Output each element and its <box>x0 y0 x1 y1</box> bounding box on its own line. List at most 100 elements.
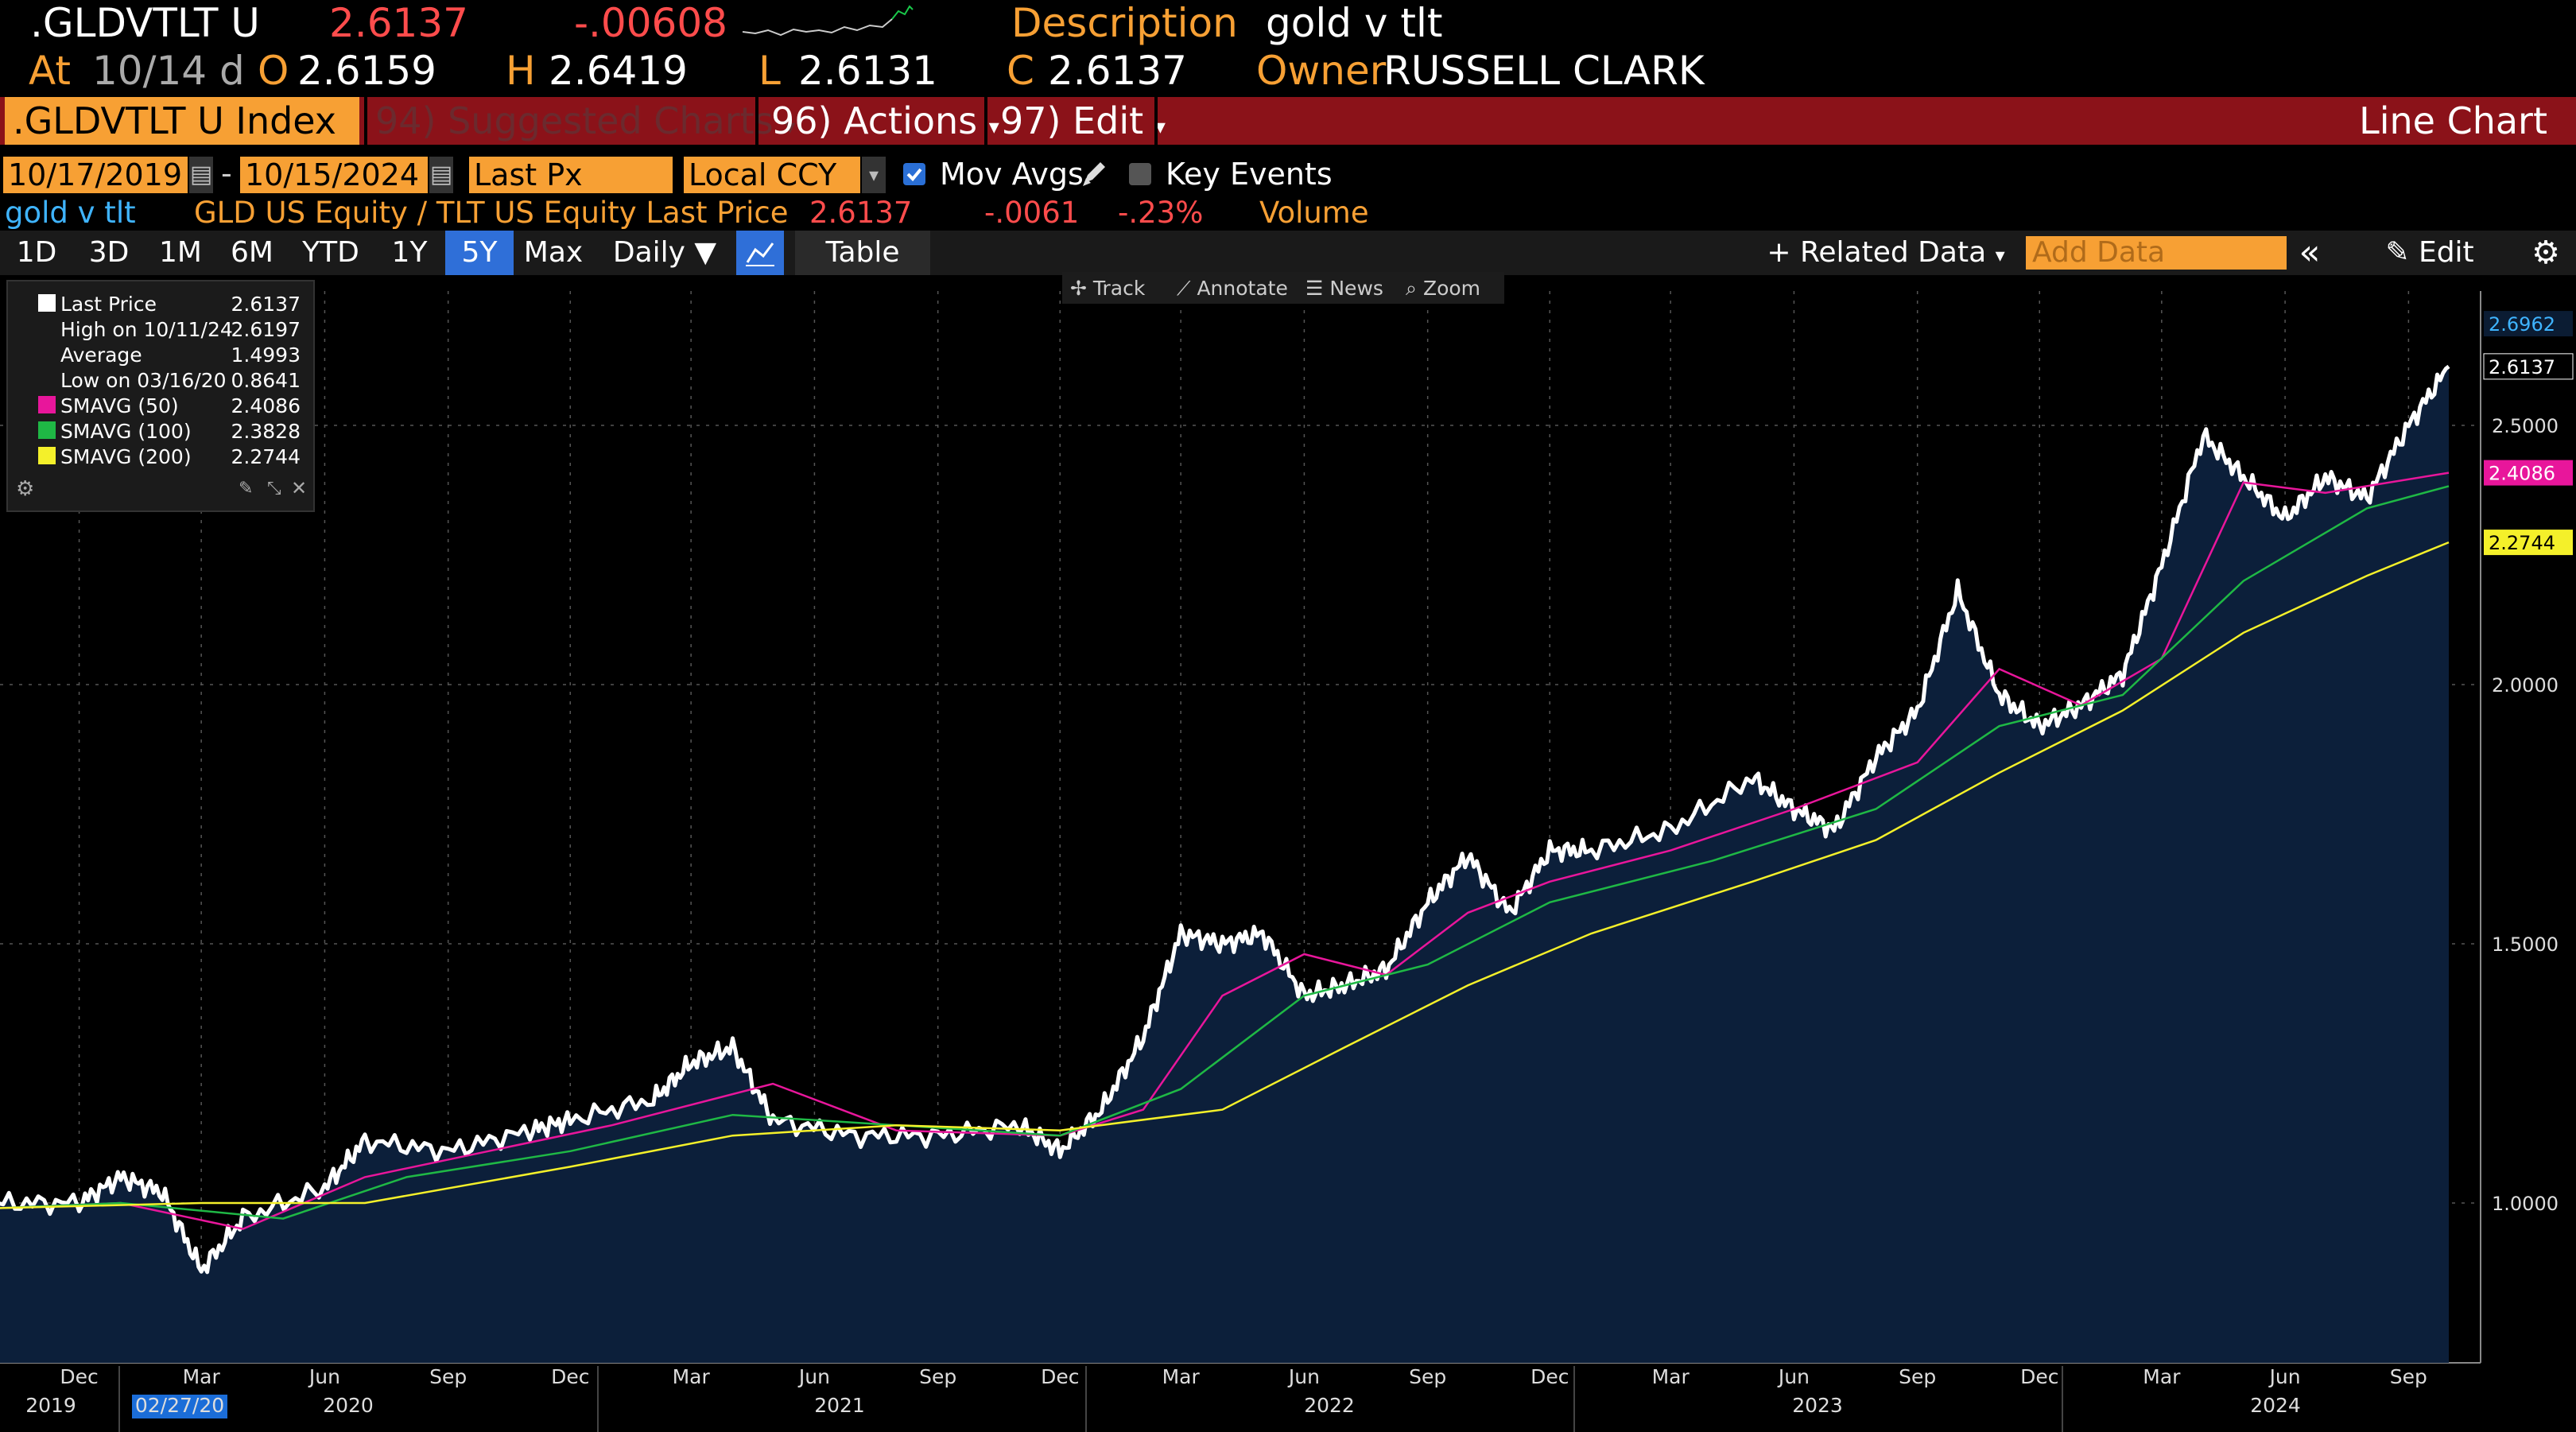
actions-menu[interactable]: 96) Actions ▾ <box>771 97 999 145</box>
range-max[interactable]: Max <box>523 236 584 269</box>
calendar-icon[interactable]: ▤ <box>429 157 453 193</box>
y-value-marker-bg <box>2483 353 2574 380</box>
price-field-select[interactable]: Last Px <box>469 157 673 193</box>
x-tick-label: Jun <box>797 1365 830 1388</box>
news-label: News <box>1329 277 1383 300</box>
net-change: -.00608 <box>574 0 727 46</box>
cursor-date-badge <box>132 1395 227 1418</box>
x-year-label: 2020 <box>323 1394 374 1417</box>
high-value: 2.6419 <box>549 48 688 94</box>
x-tick-label: Sep <box>1899 1365 1936 1388</box>
security-price: 2.6137 <box>809 196 913 230</box>
chart-legend[interactable]: Last Price 2.6137 High on 10/11/24 2.619… <box>6 280 315 512</box>
key-events-checkbox[interactable] <box>1129 163 1151 185</box>
y-value-marker-bg <box>2484 530 2573 556</box>
x-tick-label: Dec <box>60 1365 98 1388</box>
legend-swatch <box>38 447 56 464</box>
x-tick-label: Mar <box>1652 1365 1690 1388</box>
line-chart-icon[interactable] <box>736 231 784 275</box>
legend-sma100-value: 2.3828 <box>231 420 301 443</box>
edit-chart-button[interactable]: ✎ Edit Chart <box>2342 231 2517 313</box>
description-value: gold v tlt <box>1266 0 1443 46</box>
pencil-icon[interactable] <box>1080 159 1108 188</box>
end-date-field[interactable]: 10/15/2024 <box>240 157 428 193</box>
legend-average: Average <box>60 343 142 367</box>
legend-average-value: 1.4993 <box>231 343 301 367</box>
y-tick-label: 1.0000 <box>2492 1193 2559 1215</box>
range-1m[interactable]: 1M <box>159 236 202 269</box>
x-year-label: 2019 <box>25 1394 76 1417</box>
edit-menu[interactable]: 97) Edit ▾ <box>1000 97 1166 145</box>
y-value-marker: 2.4086 <box>2484 460 2573 486</box>
y-value-marker-label: 2.4086 <box>2489 463 2555 485</box>
legend-last-price: Last Price <box>60 293 157 316</box>
owner-label: Owner <box>1256 48 1387 94</box>
legend-swatch <box>38 396 56 413</box>
chevron-down-icon[interactable]: ▾ <box>862 157 886 193</box>
x-tick-label: Jun <box>2268 1365 2301 1388</box>
range-3d[interactable]: 3D <box>88 236 130 269</box>
x-year-label: 2021 <box>814 1394 865 1417</box>
price-chart[interactable]: 1.0000 1.5000 2.0000 2.5000 2.6962 2.6137 2.40… <box>0 275 2576 1432</box>
legend-sma50: SMAVG (50) <box>60 394 179 417</box>
range-6m[interactable]: 6M <box>231 236 274 269</box>
annotate-tool[interactable]: ⟋ Annotate <box>1177 277 1288 300</box>
close-icon[interactable]: ✕ <box>291 477 308 499</box>
currency-select[interactable]: Local CCY <box>684 157 860 193</box>
legend-swatch <box>38 421 56 439</box>
legend-low-value: 0.8641 <box>231 369 301 392</box>
sparkline-icon <box>742 5 914 37</box>
security-desc: GLD US Equity / TLT US Equity Last Price <box>194 196 789 230</box>
y-value-marker-bg <box>2484 311 2573 337</box>
related-data-menu[interactable]: + Related Data ▾ <box>1767 231 2005 275</box>
x-tick-label: Sep <box>1409 1365 1446 1388</box>
open-value: 2.6159 <box>297 48 436 94</box>
series-smavg-50--line <box>0 472 2450 1230</box>
x-tick-label: Dec <box>1041 1365 1079 1388</box>
track-tool[interactable]: ✢ Track <box>1070 277 1146 300</box>
table-button[interactable]: Table <box>795 231 930 275</box>
tab-index[interactable]: .GLDVTLT U Index <box>5 97 359 145</box>
pin-icon[interactable]: ✎ <box>239 479 254 499</box>
zoom-tool[interactable]: ⌕ Zoom <box>1406 277 1481 300</box>
at-date: 10/14 d <box>92 48 245 94</box>
legend-sma200-value: 2.2744 <box>231 445 301 468</box>
resize-icon[interactable]: ⤡ <box>267 479 281 499</box>
add-data-input[interactable]: Add Data <box>2026 236 2287 270</box>
mov-avgs-checkbox[interactable] <box>903 163 925 185</box>
range-1d[interactable]: 1D <box>16 236 57 269</box>
y-tick-label: 1.5000 <box>2492 933 2559 956</box>
chevron-down-icon: ▾ <box>785 115 796 139</box>
track-label: Track <box>1092 277 1146 300</box>
legend-swatch <box>38 294 56 312</box>
calendar-icon[interactable]: ▤ <box>189 157 213 193</box>
gear-icon[interactable]: ⚙ <box>2531 235 2560 271</box>
x-tick-label: Mar <box>673 1365 711 1388</box>
range-toolbar: 1D 3D 1M 6M YTD 1Y 5Y Max Daily ▼ Table … <box>0 231 2576 313</box>
chevron-down-icon: ▾ <box>988 115 999 139</box>
y-tick-label: 2.5000 <box>2492 415 2559 437</box>
mov-avgs-label: Mov Avgs <box>940 157 1084 192</box>
range-5y[interactable]: 5Y <box>445 231 514 275</box>
pencil-icon: ✎ <box>2385 236 2410 269</box>
series-layer <box>0 364 2450 1363</box>
range-ytd[interactable]: YTD <box>302 236 359 269</box>
frequency-select[interactable]: Daily ▼ <box>601 231 728 275</box>
actions-label: 96) Actions <box>771 99 978 142</box>
chart-type-title: Line Chart <box>2359 99 2547 142</box>
x-tick-label: Sep <box>919 1365 956 1388</box>
zoom-label: Zoom <box>1422 277 1481 300</box>
start-date-field[interactable]: 10/17/2019 <box>3 157 188 193</box>
collapse-icon[interactable]: « <box>2299 232 2321 273</box>
gear-icon[interactable]: ⚙ <box>16 477 35 501</box>
frequency-label: Daily <box>612 236 685 269</box>
suggested-charts-menu[interactable]: 94) Suggested Charts ▾ <box>375 97 795 145</box>
y-value-marker-label: 2.2744 <box>2489 532 2555 554</box>
range-1y[interactable]: 1Y <box>391 236 428 269</box>
x-tick-label: Jun <box>1287 1365 1320 1388</box>
y-value-marker-label: 2.6137 <box>2489 356 2555 378</box>
series-smavg-100--line <box>0 485 2450 1220</box>
last-price: 2.6137 <box>329 0 468 46</box>
legend-sma50-value: 2.4086 <box>231 394 301 417</box>
news-tool[interactable]: ☰ News <box>1305 277 1383 300</box>
